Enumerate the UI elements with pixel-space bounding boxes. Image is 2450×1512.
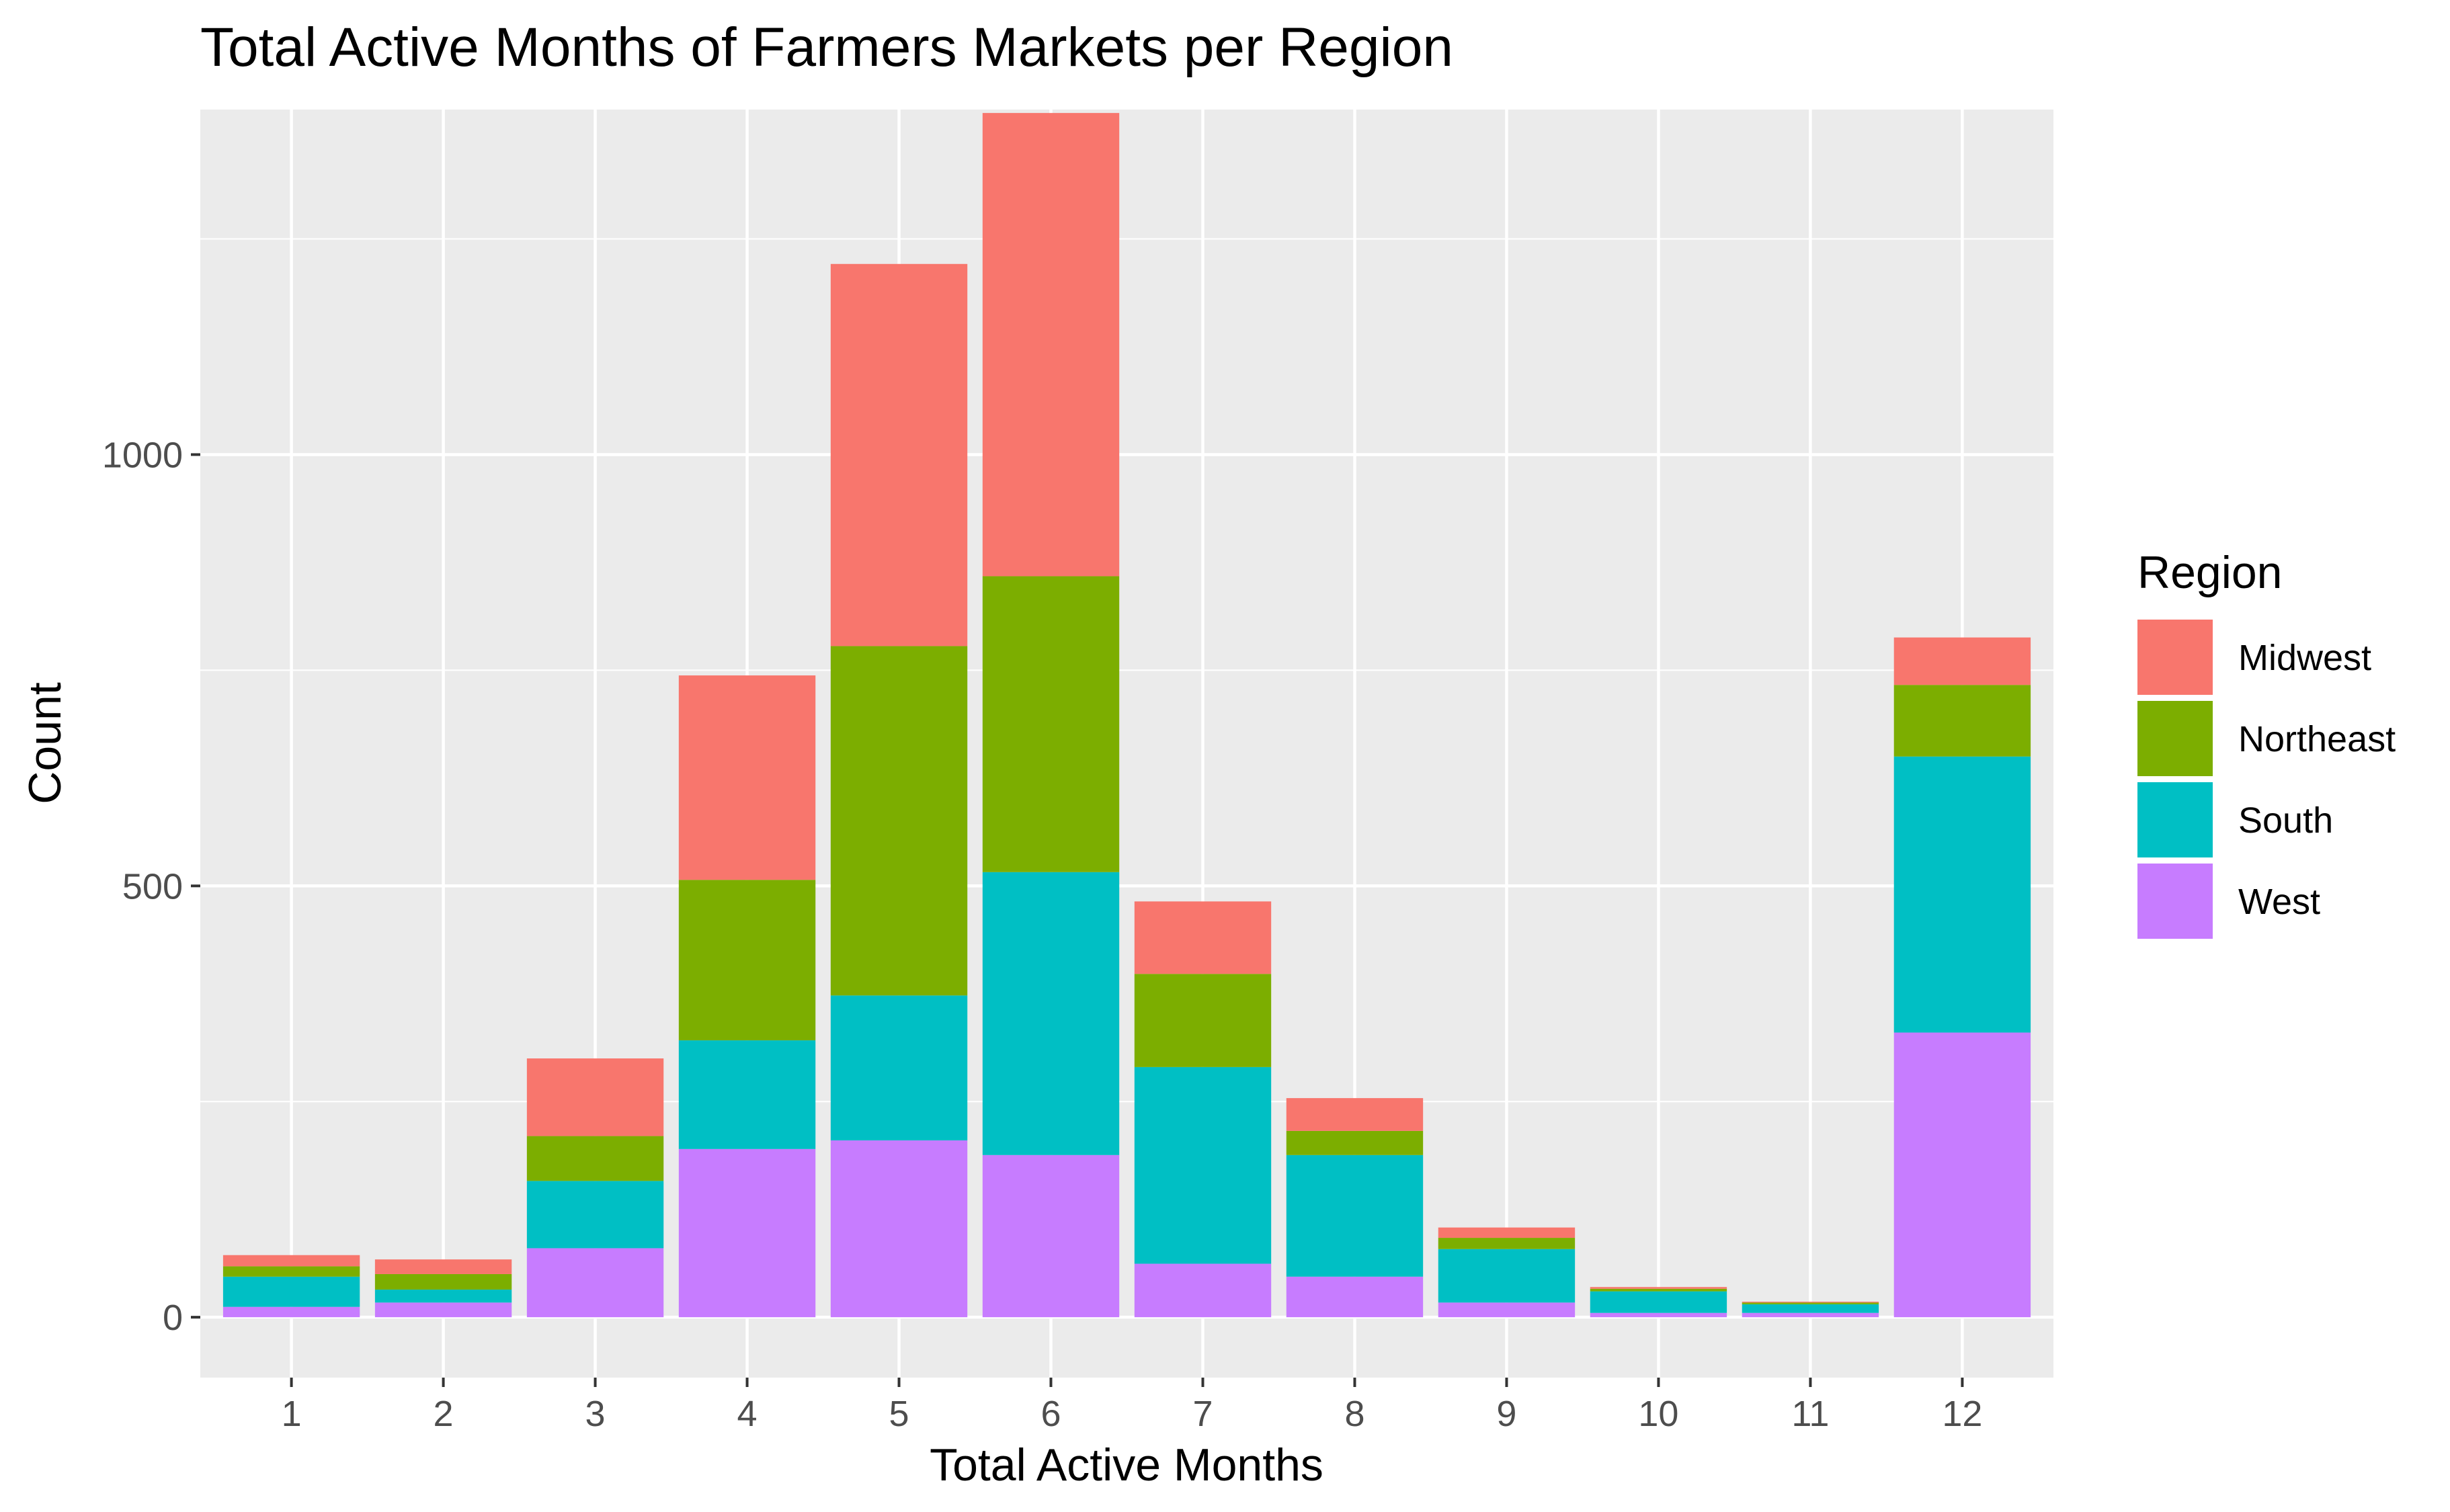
x-tick-label: 3 [585, 1394, 606, 1434]
bar-segment [1590, 1288, 1727, 1292]
x-tick-label: 2 [434, 1394, 454, 1434]
bar-segment [222, 1255, 360, 1267]
bar-segment [1134, 901, 1272, 974]
x-tick-label: 7 [1192, 1394, 1213, 1434]
bar-segment [982, 872, 1120, 1155]
bar-segment [1590, 1312, 1727, 1318]
x-tick-label: 6 [1040, 1394, 1061, 1434]
legend-label: Northeast [2238, 719, 2396, 759]
grid-minor [200, 238, 2053, 1103]
plot-panel [200, 110, 2053, 1378]
legend: Region Midwest Northeast South West [2137, 547, 2396, 939]
chart-title: Total Active Months of Farmers Markets p… [200, 17, 1453, 78]
bar-segment [222, 1266, 360, 1277]
legend-items: Midwest Northeast South West [2137, 620, 2396, 939]
bar-segment [1893, 1032, 2031, 1318]
bar-segment [1286, 1130, 1424, 1155]
y-axis: 0 500 1000 [102, 435, 200, 1338]
x-tick-label: 9 [1496, 1394, 1516, 1434]
legend-label: Midwest [2238, 638, 2371, 678]
legend-key [2137, 782, 2213, 857]
bar-segment [526, 1181, 664, 1249]
x-tick-label: 5 [889, 1394, 909, 1434]
bar-segment [1590, 1291, 1727, 1313]
bar-segment [1893, 756, 2031, 1033]
x-tick-label: 8 [1344, 1394, 1364, 1434]
bar-segment [1134, 974, 1272, 1067]
bar-segment [1286, 1276, 1424, 1318]
bar-segment [830, 646, 968, 996]
bar-segment [374, 1302, 512, 1318]
x-tick-label: 10 [1638, 1394, 1678, 1434]
bar-segment [1134, 1263, 1272, 1318]
bar-segment [982, 1154, 1120, 1318]
y-tick-label: 500 [122, 866, 183, 907]
bar-segment [1742, 1312, 1879, 1318]
bar-segment [1438, 1249, 1576, 1303]
legend-title: Region [2137, 547, 2283, 598]
y-axis-label: Count [19, 682, 71, 804]
bar-segment [526, 1248, 664, 1318]
x-tick-label: 1 [282, 1394, 302, 1434]
x-axis-label: Total Active Months [930, 1439, 1323, 1490]
bar-segment [1893, 637, 2031, 685]
legend-key [2137, 701, 2213, 776]
x-tick-label: 12 [1942, 1394, 1982, 1434]
x-tick-label: 4 [737, 1394, 758, 1434]
bar-segment [678, 675, 816, 880]
bar-segment [1438, 1238, 1576, 1249]
bar-segment [830, 263, 968, 646]
bar-segment [1286, 1098, 1424, 1131]
bar-segment [222, 1306, 360, 1318]
bar-segment [374, 1290, 512, 1303]
bar-segment [222, 1276, 360, 1307]
bar-segment [526, 1136, 664, 1181]
bar-segment [1590, 1287, 1727, 1289]
bar-segment [1742, 1302, 1879, 1304]
bar-segment [1893, 685, 2031, 757]
bar-segment [830, 1140, 968, 1318]
bar-segment [1742, 1304, 1879, 1313]
y-tick-label: 0 [163, 1298, 183, 1338]
legend-label: South [2238, 800, 2333, 841]
bar-segment [1438, 1302, 1576, 1318]
x-tick-label: 11 [1791, 1394, 1829, 1434]
bar-segment [678, 1040, 816, 1149]
bar-segment [374, 1273, 512, 1290]
legend-key [2137, 620, 2213, 695]
bar-segment [1286, 1154, 1424, 1277]
bar-segment [374, 1259, 512, 1274]
bar-segment [982, 576, 1120, 872]
x-axis: 1 2 3 4 5 6 7 8 9 10 11 12 [282, 1378, 1982, 1434]
bar-segment [678, 880, 816, 1041]
legend-label: West [2238, 882, 2320, 922]
bar-segment [526, 1058, 664, 1136]
bars [222, 113, 2031, 1318]
y-tick-label: 1000 [102, 435, 183, 475]
bar-segment [830, 995, 968, 1140]
bar-segment [678, 1148, 816, 1318]
bar-segment [1134, 1066, 1272, 1264]
legend-key [2137, 864, 2213, 939]
bar-segment [1438, 1227, 1576, 1238]
bar-segment [982, 113, 1120, 577]
